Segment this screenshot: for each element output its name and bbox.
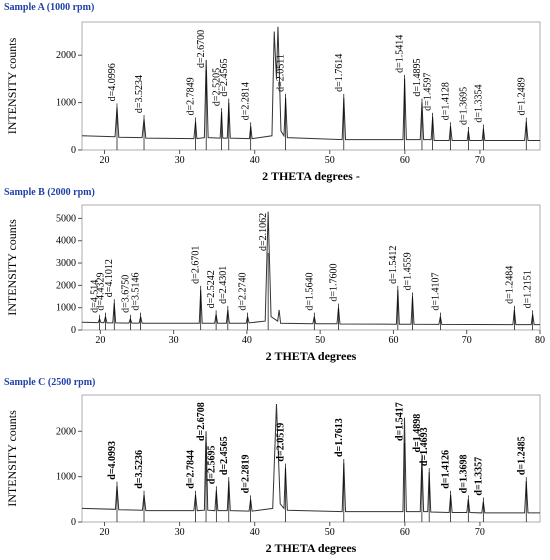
x-tick-label: 30 — [175, 155, 185, 166]
peak-label: d=1.5412 — [388, 246, 399, 284]
peak-label: d=2.7849 — [186, 77, 197, 115]
peak-label: d=1.4898 — [412, 414, 423, 453]
peak-label: d=4.0993 — [107, 441, 118, 480]
x-tick-label: 80 — [535, 335, 545, 346]
y-tick-label: 0 — [71, 517, 76, 528]
x-tick-label: 50 — [325, 527, 335, 538]
peak-label: d=1.3357 — [473, 457, 484, 496]
peak-label: d=1.7600 — [328, 264, 339, 302]
x-axis-label: 2 THETA degrees — [266, 349, 357, 363]
y-tick-label: 4000 — [56, 236, 76, 247]
y-axis-label: INTENSITY counts — [5, 410, 19, 507]
x-tick-label: 40 — [250, 527, 260, 538]
x-tick-label: 40 — [242, 335, 252, 346]
y-tick-label: 1000 — [56, 303, 76, 314]
peak-label: d=1.3698 — [458, 455, 469, 494]
peak-label: d=2.6708 — [196, 402, 207, 441]
peak-label: d=1.5640 — [304, 272, 315, 310]
spectrum-line — [81, 211, 540, 326]
peak-label: d=2.7844 — [186, 450, 197, 489]
x-axis-label: 2 THETA degrees - — [262, 169, 360, 183]
peak-label: d=2.6700 — [196, 30, 207, 68]
y-tick-label: 2000 — [56, 426, 76, 437]
x-tick-label: 50 — [325, 155, 335, 166]
x-tick-label: 30 — [169, 335, 179, 346]
peak-label: d=1.4126 — [441, 450, 452, 489]
chart-title: Sample B (2000 rpm) — [4, 187, 95, 198]
peak-label: d=1.7614 — [334, 54, 345, 92]
peak-label: d=2.5242 — [206, 270, 217, 308]
peak-label: d=2.4565 — [219, 436, 230, 475]
plot-frame — [81, 204, 541, 331]
peak-label: d=4.1012 — [104, 259, 115, 297]
peak-label: d=1.5414 — [395, 35, 406, 73]
spectrum-line — [81, 26, 540, 142]
peak-label: d=1.5417 — [394, 402, 405, 441]
y-tick-label: 1000 — [56, 472, 76, 483]
x-tick-label: 20 — [95, 335, 105, 346]
peak-label: d=1.3695 — [458, 87, 469, 125]
x-tick-label: 50 — [315, 335, 325, 346]
x-tick-label: 70 — [475, 155, 485, 166]
y-tick-label: 0 — [71, 325, 76, 336]
peak-label: d=1.4597 — [423, 73, 434, 111]
peak-label: d=2.0519 — [275, 423, 286, 462]
peak-label: d=1.4895 — [412, 58, 423, 96]
x-tick-label: 20 — [100, 155, 110, 166]
peak-label: d=2.2740 — [238, 272, 249, 310]
plot-frame — [81, 21, 541, 151]
x-tick-label: 70 — [462, 335, 472, 346]
x-tick-label: 70 — [475, 527, 485, 538]
peak-label: d=2.2814 — [241, 82, 252, 120]
x-tick-label: 60 — [400, 155, 410, 166]
y-tick-label: 1000 — [56, 98, 76, 109]
peak-label: d=1.2485 — [516, 436, 527, 475]
chart-title: Sample A (1000 rpm) — [4, 2, 94, 13]
peak-label: d=1.7613 — [334, 418, 345, 457]
peak-label: d=1.2484 — [504, 266, 515, 304]
peak-label: d=1.4128 — [441, 82, 452, 120]
y-axis-label: INTENSITY counts — [5, 219, 19, 316]
peak-label: d=4.514 — [90, 280, 101, 313]
peak-label: d=3.5234 — [134, 75, 145, 113]
x-tick-label: 60 — [388, 335, 398, 346]
x-tick-label: 30 — [175, 527, 185, 538]
peak-label: d=3.5146 — [131, 272, 142, 310]
peak-label: d=2.4565 — [219, 58, 230, 96]
peak-label: d=2.2819 — [241, 455, 252, 494]
peak-label: d=2.5205 — [212, 68, 223, 106]
peak-label: d=4.4329 — [95, 272, 106, 310]
peak-label: d=1.4559 — [402, 252, 413, 290]
peak-label: d=2.0511 — [276, 54, 287, 92]
peak-label: d=1.4107 — [430, 272, 441, 310]
x-tick-label: 40 — [250, 155, 260, 166]
plot-frame — [81, 394, 541, 523]
peak-label: d=2.1062 — [258, 213, 269, 251]
y-axis-label: INTENSITY counts — [5, 37, 19, 134]
peak-label: d=1.2489 — [516, 77, 527, 115]
peak-label: d=1.3354 — [473, 85, 484, 123]
y-tick-label: 0 — [71, 145, 76, 156]
y-tick-label: 3000 — [56, 258, 76, 269]
y-tick-label: 2000 — [56, 280, 76, 291]
peak-label: d=3.5236 — [134, 450, 145, 489]
peak-label: d=2.6701 — [191, 246, 202, 284]
y-tick-label: 5000 — [56, 213, 76, 224]
peak-label: d=2.5695 — [206, 445, 217, 484]
peak-label: d=1.4693 — [419, 427, 430, 466]
x-tick-label: 20 — [100, 527, 110, 538]
x-tick-label: 60 — [400, 527, 410, 538]
x-axis-label: 2 THETA degrees — [266, 541, 357, 555]
peak-label: d=2.4301 — [218, 266, 229, 304]
spectrum-line — [81, 404, 540, 514]
y-tick-label: 2000 — [56, 50, 76, 61]
peak-label: d=4.0996 — [107, 63, 118, 101]
chart-title: Sample C (2500 rpm) — [4, 377, 95, 388]
peak-label: d=1.2151 — [523, 270, 534, 308]
peak-label: d=3.6750 — [120, 275, 131, 313]
